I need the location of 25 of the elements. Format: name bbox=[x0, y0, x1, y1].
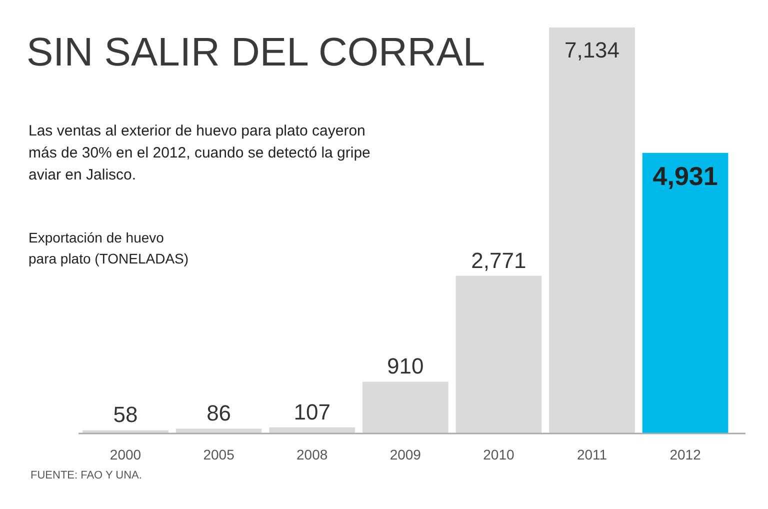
text: Las ventas al exterior de huevo para plato cayeron más de 30% en el 2012, cuando se detectó la gripe aviar en Jalisco. bbox=[28, 122, 370, 184]
data-label: 107 bbox=[294, 399, 330, 424]
x-tick-label: 2009 bbox=[390, 446, 422, 462]
bar bbox=[642, 152, 728, 434]
x-tick-label: 2010 bbox=[483, 446, 514, 462]
data-label: 910 bbox=[387, 354, 424, 379]
data-label: 86 bbox=[206, 400, 232, 426]
x-tick-label: 2005 bbox=[203, 446, 235, 462]
y-axis-title: Exportación de huevo para plato (TONELADAS) bbox=[28, 230, 189, 266]
bar bbox=[82, 430, 168, 434]
data-label: 4,931 bbox=[652, 160, 718, 191]
source-note: FUENTE: FAO Y UNA. bbox=[30, 470, 142, 482]
bar bbox=[176, 428, 262, 434]
data-label: 2,771 bbox=[471, 248, 526, 273]
x-tick-label: 2008 bbox=[296, 446, 328, 462]
bar bbox=[269, 427, 356, 434]
data-label: 58 bbox=[113, 402, 138, 428]
bar bbox=[362, 382, 448, 434]
bar bbox=[549, 28, 635, 434]
x-tick-label: 2011 bbox=[576, 446, 608, 462]
data-label: 7,134 bbox=[564, 38, 620, 62]
x-tick-label: 2000 bbox=[110, 446, 142, 462]
bar bbox=[456, 276, 542, 434]
x-tick-label: 2012 bbox=[670, 446, 702, 462]
chart-title: SIN SALIR DEL CORRAL bbox=[26, 30, 486, 74]
